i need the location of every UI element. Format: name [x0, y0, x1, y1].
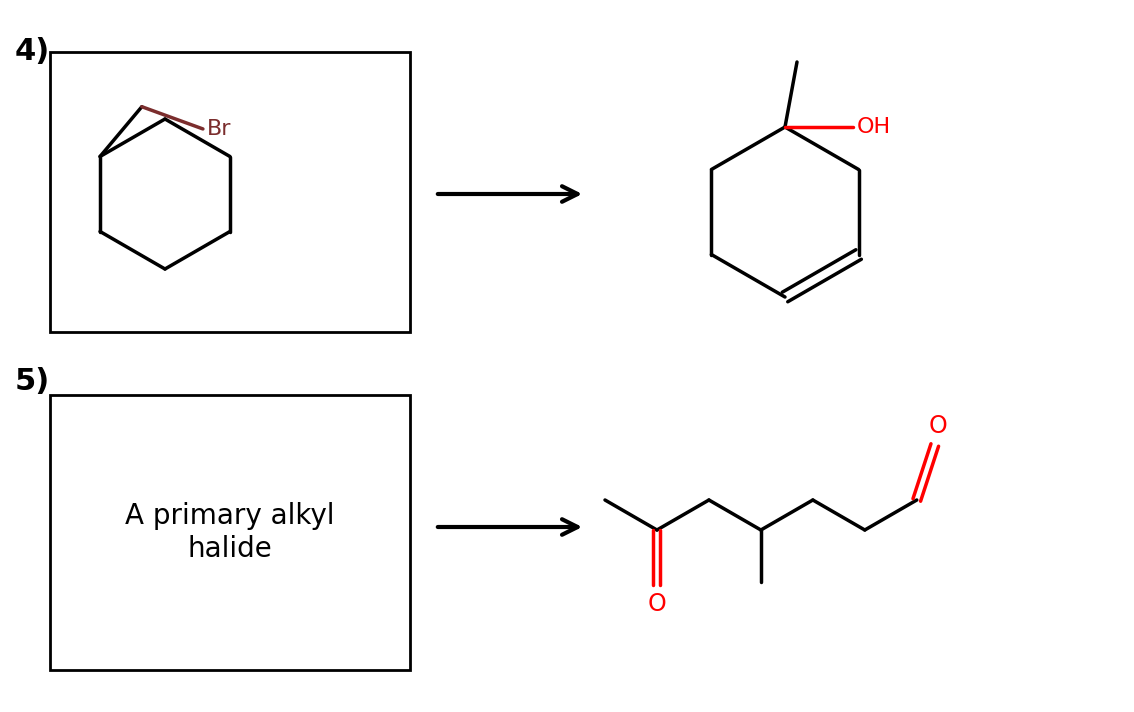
- Text: OH: OH: [857, 117, 891, 137]
- Text: 5): 5): [15, 367, 50, 396]
- Text: Br: Br: [206, 119, 231, 139]
- Text: O: O: [929, 414, 947, 438]
- Text: 4): 4): [15, 37, 50, 66]
- Bar: [50, 395, 411, 670]
- Text: A primary alkyl
halide: A primary alkyl halide: [125, 502, 335, 562]
- Text: O: O: [648, 592, 667, 616]
- Bar: [50, 52, 411, 332]
